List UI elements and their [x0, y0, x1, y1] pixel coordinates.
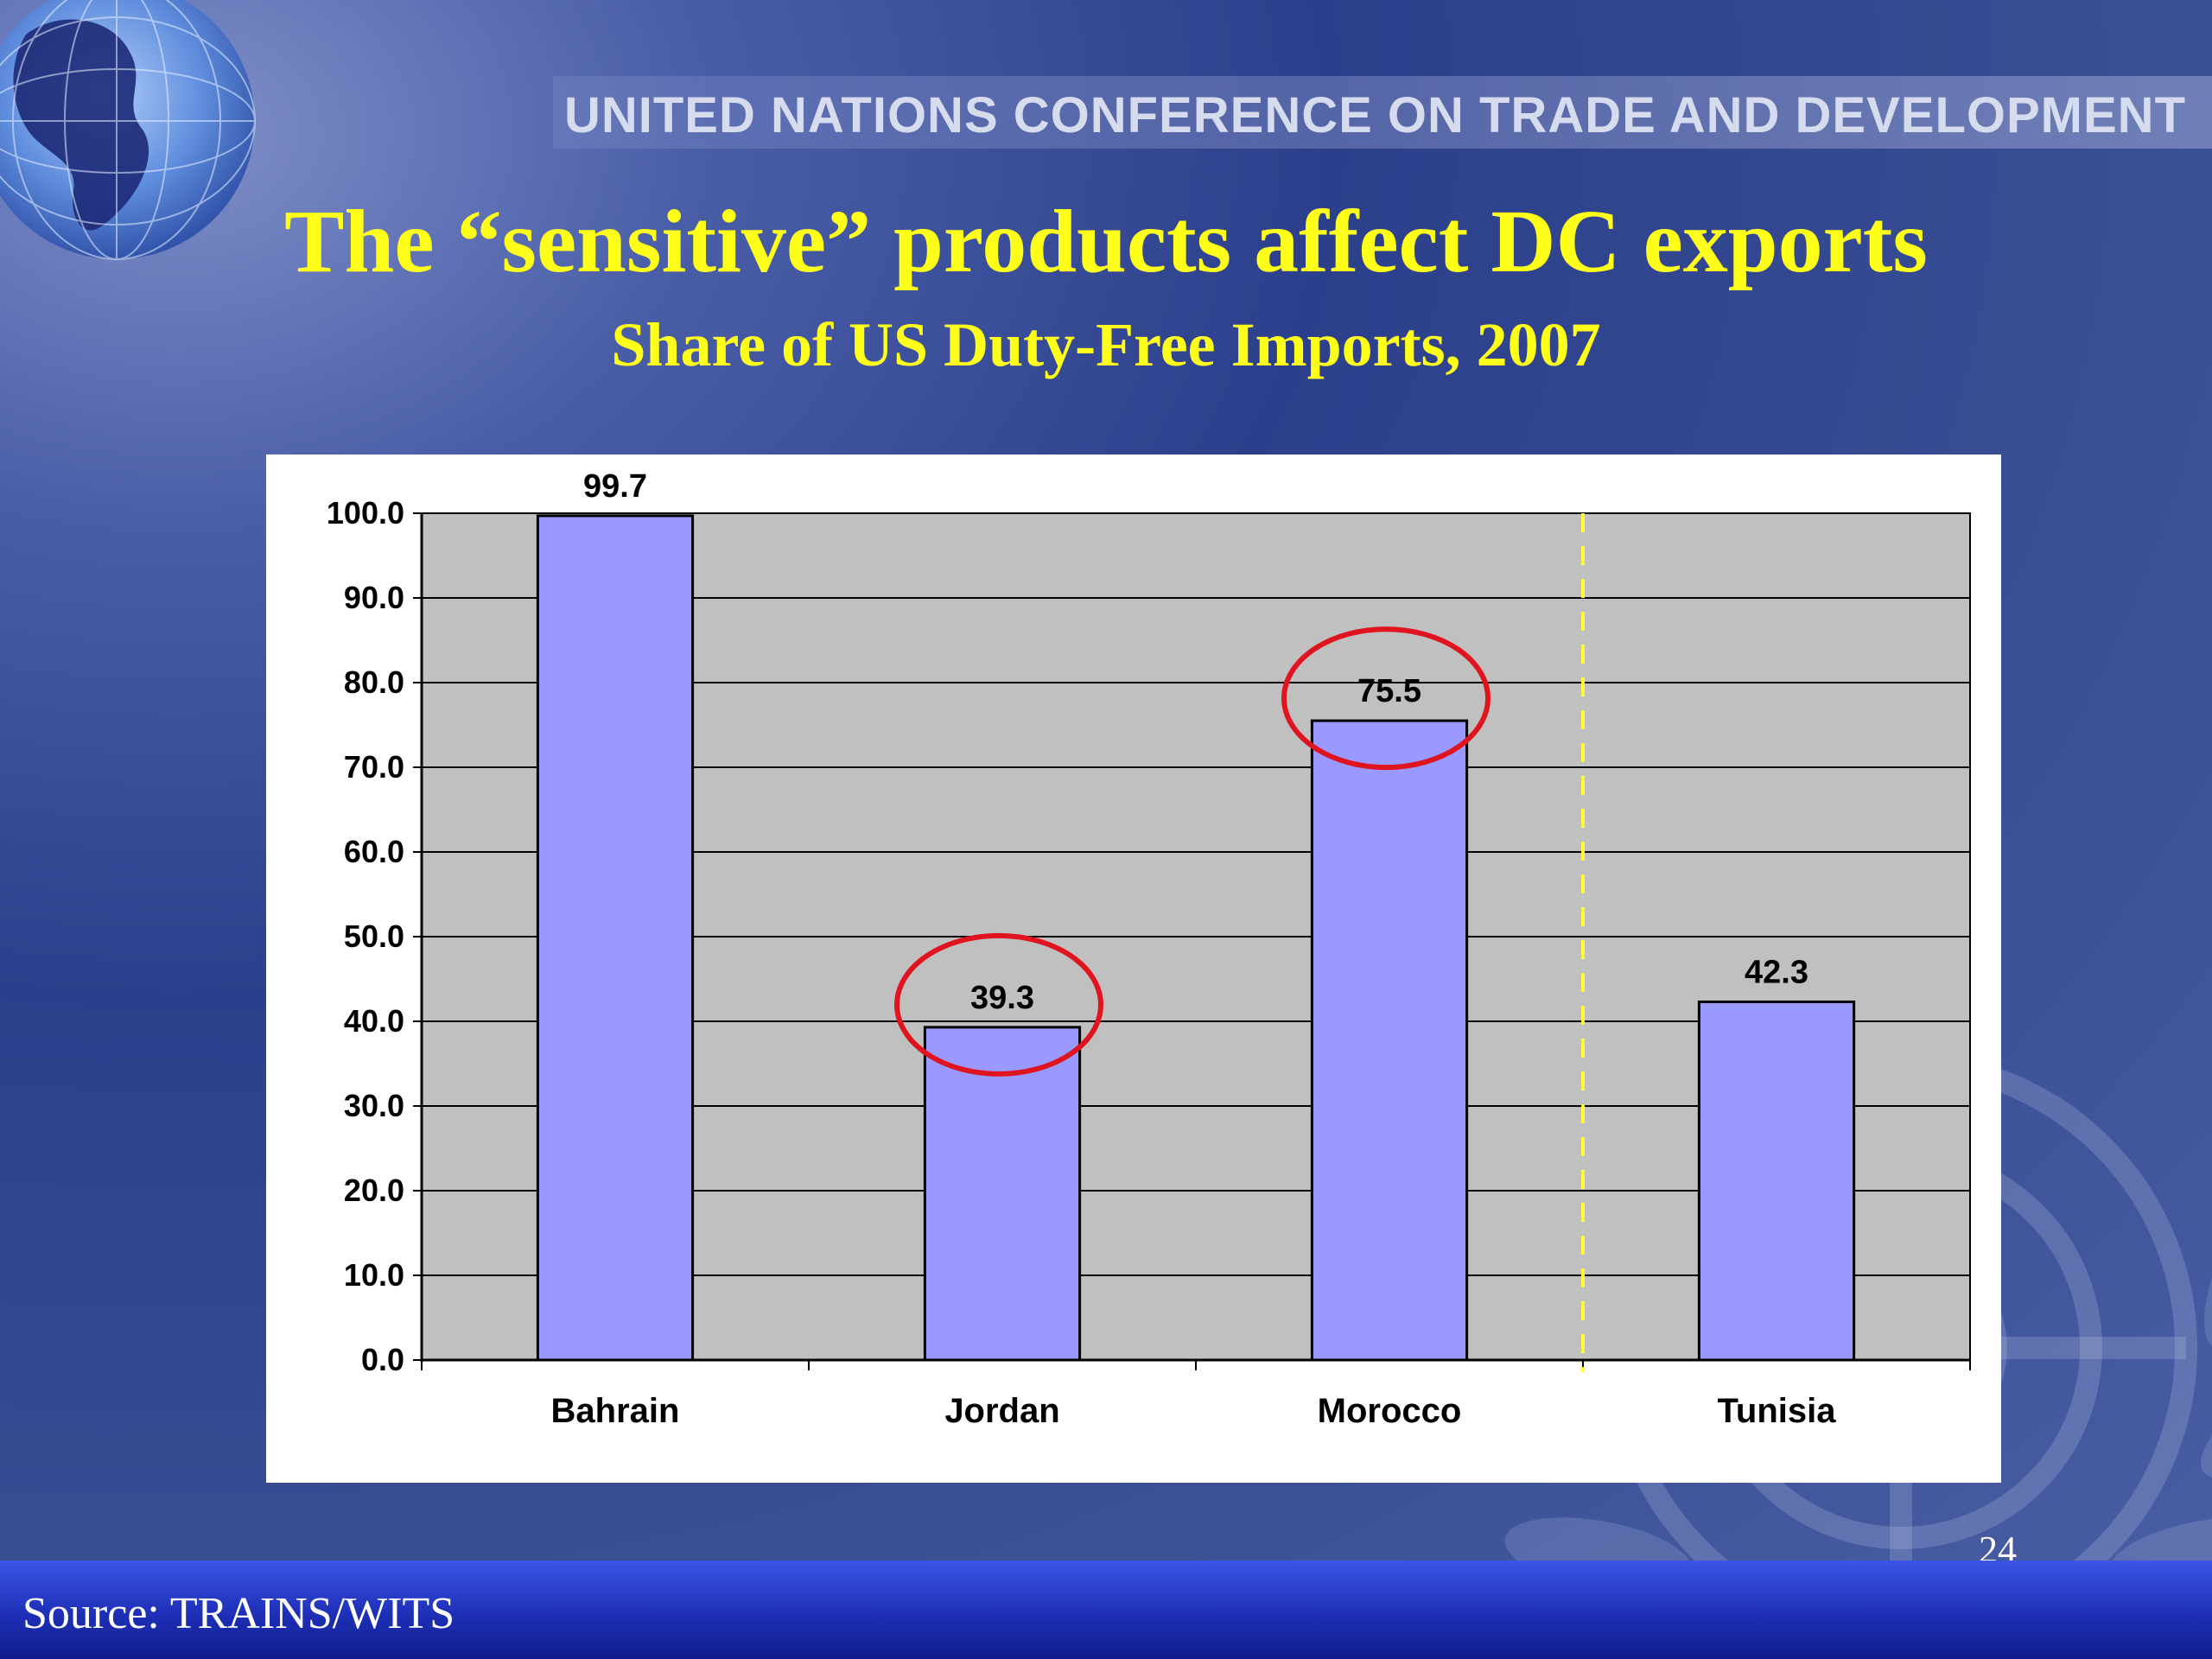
organization-banner: UNITED NATIONS CONFERENCE ON TRADE AND D… — [553, 76, 2212, 149]
slide-title: The “sensitive” products affect DC expor… — [284, 192, 1928, 291]
axes — [420, 513, 1971, 1372]
y-tick-label: 90.0 — [344, 580, 404, 615]
x-tick-label: Tunisia — [1717, 1392, 1836, 1430]
data-label: 75.5 — [1357, 673, 1421, 709]
bars — [536, 514, 1856, 1362]
y-tick-label: 50.0 — [344, 918, 404, 954]
footer-bar: Source: TRAINS/WITS — [0, 1560, 2212, 1659]
y-tick-label: 60.0 — [344, 834, 404, 869]
slide-subtitle: Share of US Duty-Free Imports, 2007 — [611, 310, 1601, 379]
highlight-circle — [894, 932, 1103, 1077]
labels: 99.7 Bahrain 39.3 Jordan 75.5 Morocco 42.3 Tuni… — [551, 468, 1837, 1430]
y-tick-label: 0.0 — [361, 1342, 404, 1377]
data-label: 99.7 — [583, 468, 647, 505]
organization-name: UNITED NATIONS CONFERENCE ON TRADE AND D… — [563, 87, 2186, 143]
highlight-circles — [894, 626, 1491, 1077]
bar-bahrain — [536, 514, 695, 1362]
y-tick-label: 100.0 — [327, 495, 404, 531]
data-label: 39.3 — [970, 980, 1034, 1016]
y-tick-label: 10.0 — [344, 1257, 404, 1293]
data-label: 42.3 — [1745, 954, 1808, 990]
y-tick-label: 80.0 — [344, 664, 404, 700]
x-tick-label: Morocco — [1318, 1392, 1462, 1430]
y-tick-label: 70.0 — [344, 749, 404, 785]
y-tick-label: 40.0 — [344, 1003, 404, 1039]
globe-icon — [0, 0, 256, 260]
bar-tunisia — [1697, 1000, 1856, 1362]
bar-jordan — [923, 1026, 1082, 1362]
highlight-circle — [1281, 626, 1491, 771]
chart-panel: 0.0 10.0 20.0 30.0 40.0 50.0 60.0 70.0 80.0 90.0 1… — [266, 454, 2001, 1483]
source-note: Source: TRAINS/WITS — [22, 1589, 455, 1638]
y-tick-label: 20.0 — [344, 1173, 404, 1208]
x-tick-label: Bahrain — [551, 1392, 680, 1430]
y-tick-label: 30.0 — [344, 1088, 404, 1123]
y-axis-ticks: 0.0 10.0 20.0 30.0 40.0 50.0 60.0 70.0 80.0 90.0 1… — [327, 495, 422, 1377]
bar-chart: 0.0 10.0 20.0 30.0 40.0 50.0 60.0 70.0 80.0 90.0 1… — [327, 468, 1971, 1430]
bar-morocco — [1310, 719, 1469, 1362]
x-tick-label: Jordan — [944, 1392, 1059, 1430]
